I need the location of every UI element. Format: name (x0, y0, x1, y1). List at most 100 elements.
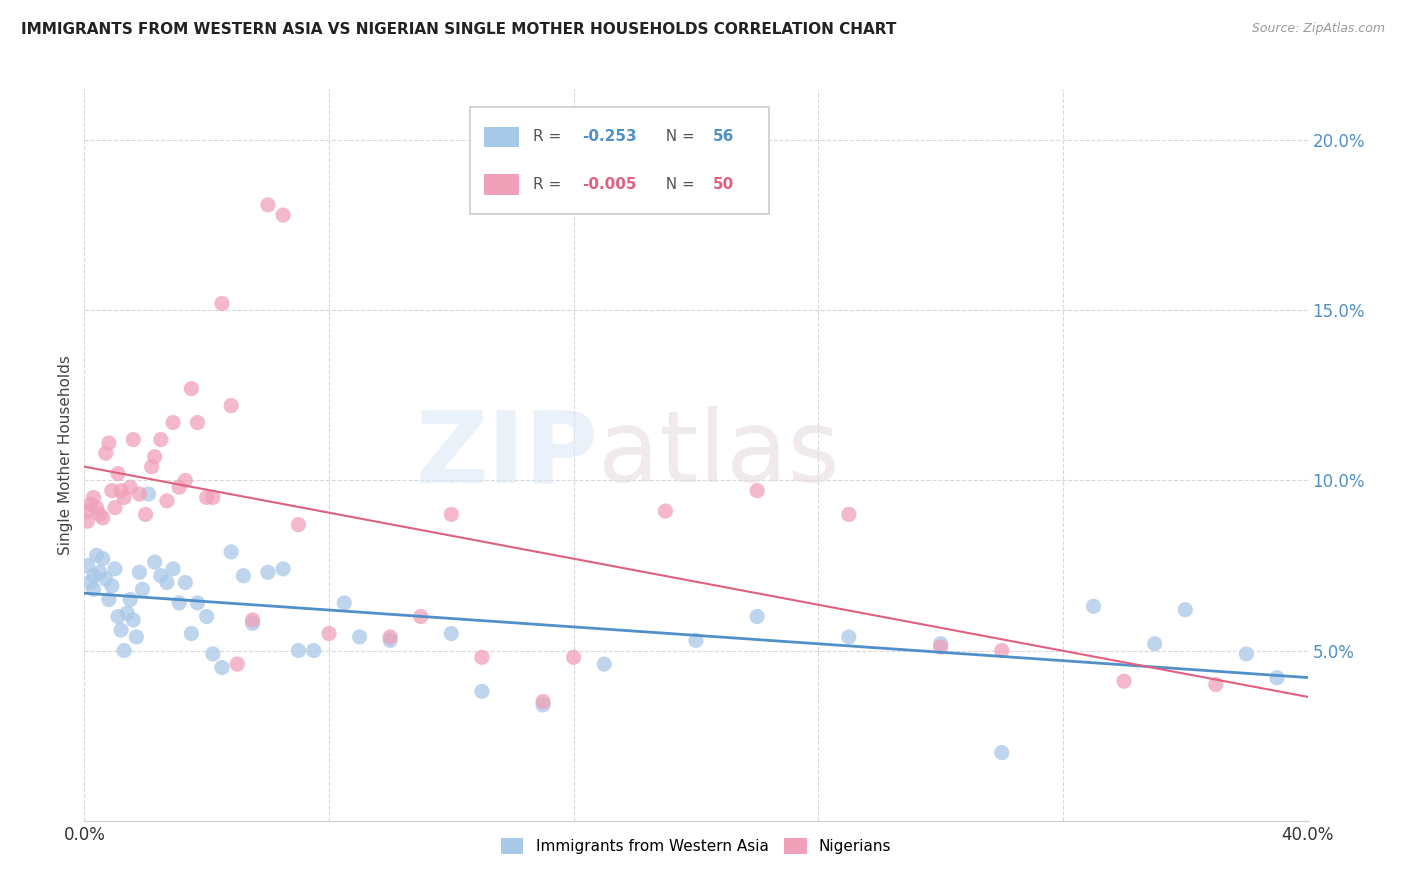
Point (91, 511, 114, 525)
Point (195, 609, 218, 624)
Point (107, 609, 129, 624)
Point (747, 483, 769, 498)
FancyBboxPatch shape (470, 108, 769, 213)
Text: -0.005: -0.005 (582, 177, 637, 192)
Point (318, 626, 340, 640)
Point (143, 450, 166, 464)
Point (122, 433, 145, 447)
Point (143, 555, 166, 569)
Point (201, 491, 224, 505)
Point (120, 480, 142, 494)
Point (685, 633, 707, 648)
Point (76, 504, 98, 518)
Point (128, 487, 150, 501)
Point (219, 399, 242, 413)
Y-axis label: Single Mother Households: Single Mother Households (58, 355, 73, 555)
Point (838, 630, 860, 644)
Point (104, 562, 127, 576)
Point (112, 643, 135, 657)
Point (135, 508, 157, 522)
Point (929, 640, 952, 654)
Text: IMMIGRANTS FROM WESTERN ASIA VS NIGERIAN SINGLE MOTHER HOUSEHOLDS CORRELATION CH: IMMIGRANTS FROM WESTERN ASIA VS NIGERIAN… (21, 22, 897, 37)
Point (409, 609, 432, 624)
Point (271, 208, 294, 222)
Point (440, 508, 463, 522)
Point (242, 616, 264, 631)
Point (1205, 677, 1227, 691)
Point (83, 491, 105, 505)
Point (929, 637, 952, 651)
Text: R =: R = (533, 129, 567, 145)
FancyBboxPatch shape (484, 127, 519, 147)
Text: Source: ZipAtlas.com: Source: ZipAtlas.com (1251, 22, 1385, 36)
Point (654, 504, 676, 518)
Text: R =: R = (533, 177, 567, 192)
Point (125, 630, 148, 644)
Point (531, 695, 554, 709)
Text: atlas: atlas (598, 407, 839, 503)
Point (180, 626, 202, 640)
Point (122, 613, 145, 627)
Point (211, 296, 233, 310)
Point (112, 491, 135, 505)
Point (349, 630, 371, 644)
Point (76, 558, 98, 573)
Point (380, 633, 402, 648)
Point (302, 643, 325, 657)
Point (226, 657, 249, 672)
Point (83, 568, 105, 582)
Text: N =: N = (655, 177, 699, 192)
Point (156, 493, 179, 508)
Point (562, 650, 585, 665)
Point (186, 596, 208, 610)
Point (471, 684, 494, 698)
Point (138, 487, 160, 501)
Point (531, 698, 554, 712)
Point (97, 592, 120, 607)
Point (747, 609, 769, 624)
Point (149, 433, 172, 447)
Point (1265, 671, 1288, 685)
Text: ZIP: ZIP (415, 407, 598, 503)
Point (471, 650, 494, 665)
Point (141, 459, 163, 474)
Point (107, 467, 129, 481)
Point (593, 657, 616, 672)
Point (271, 562, 294, 576)
Point (120, 592, 142, 607)
Point (380, 630, 402, 644)
Point (1174, 603, 1197, 617)
Point (149, 568, 172, 582)
Point (86, 500, 108, 515)
Point (257, 566, 280, 580)
Point (287, 517, 309, 532)
Point (79, 497, 101, 511)
Point (440, 626, 463, 640)
Point (94, 572, 117, 586)
Point (110, 483, 132, 498)
Point (89, 508, 111, 522)
Point (79, 575, 101, 590)
Point (94, 446, 117, 460)
Point (1236, 647, 1258, 661)
Point (186, 416, 208, 430)
Point (201, 647, 224, 661)
Point (167, 480, 190, 494)
Point (131, 582, 153, 597)
Point (211, 660, 233, 674)
Point (162, 562, 184, 576)
Point (257, 198, 280, 212)
Point (101, 579, 124, 593)
Text: -0.253: -0.253 (582, 129, 637, 145)
Point (180, 382, 202, 396)
Point (97, 436, 120, 450)
Point (1143, 637, 1166, 651)
Point (104, 500, 127, 515)
Point (333, 596, 356, 610)
Text: 56: 56 (713, 129, 734, 145)
Point (174, 474, 197, 488)
Point (1083, 599, 1105, 614)
Point (128, 566, 150, 580)
Point (219, 545, 242, 559)
Point (1114, 674, 1136, 689)
